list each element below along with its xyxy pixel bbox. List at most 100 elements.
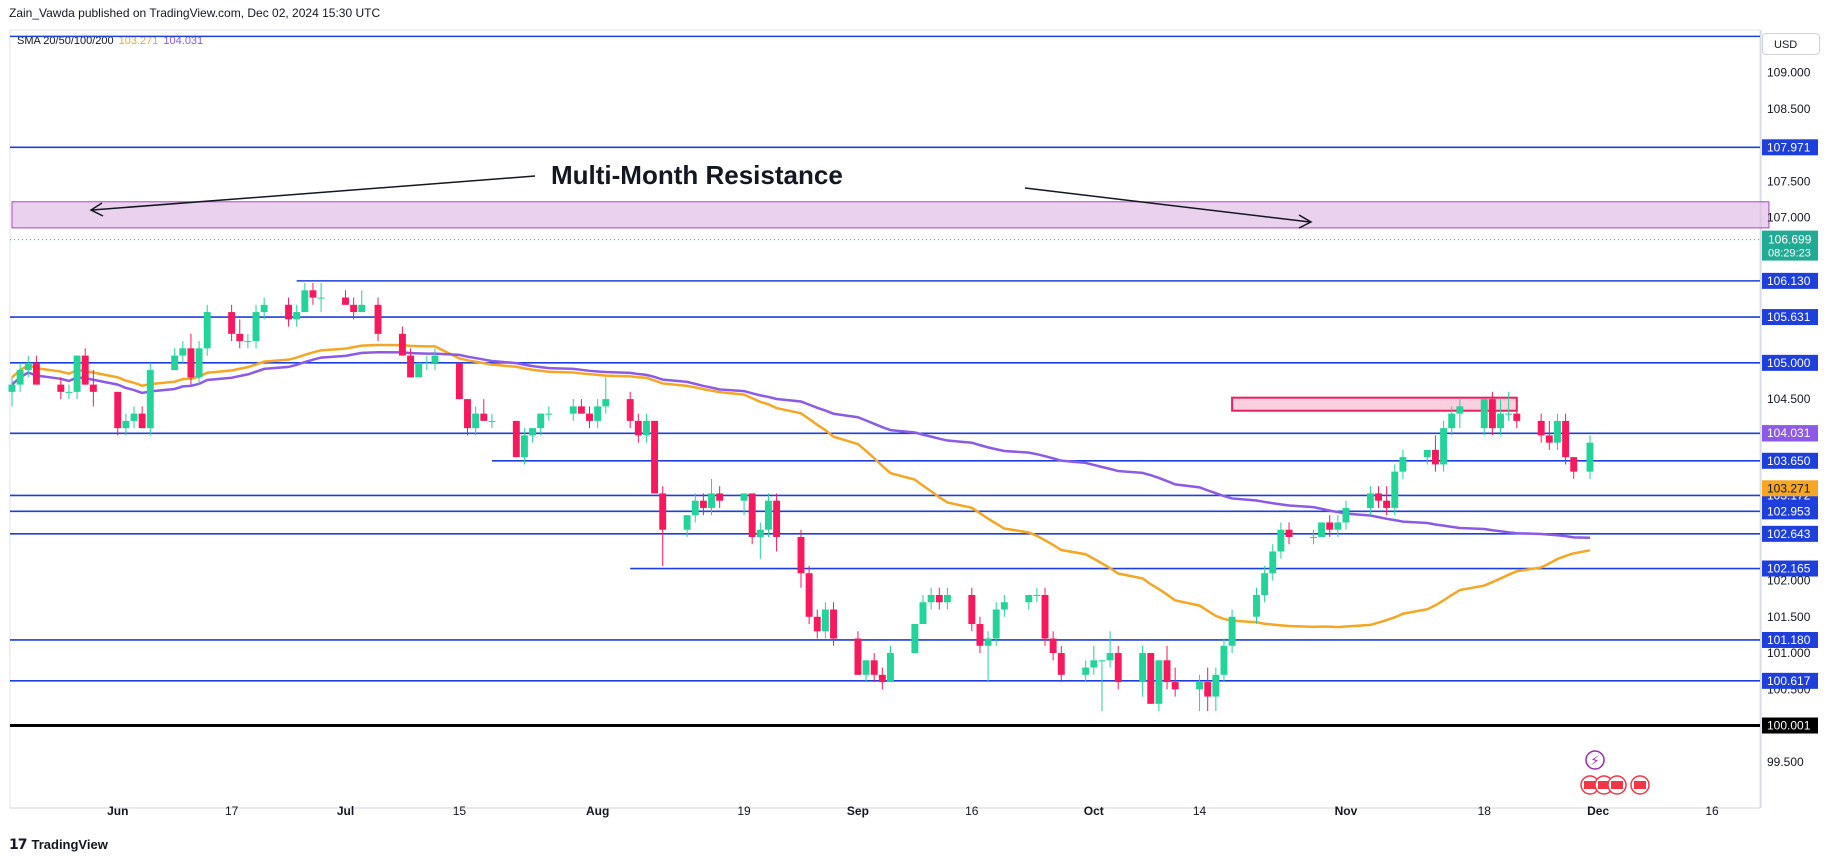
candle-body [984, 638, 992, 646]
candle-body [464, 399, 471, 429]
candle-body [854, 638, 862, 675]
candle-body [301, 290, 309, 313]
y-tick-label: 101.500 [1767, 610, 1811, 624]
candle-body [1375, 493, 1382, 501]
candle-body [1431, 449, 1439, 465]
candle-body [927, 595, 935, 603]
candle-body [1309, 536, 1317, 538]
candle-body [512, 420, 520, 458]
candle-body [138, 413, 146, 429]
candle-body [1423, 449, 1431, 458]
us-flag-stripes-icon [1584, 781, 1596, 789]
candle-body [1383, 500, 1391, 508]
x-tick-label: 16 [1705, 804, 1719, 818]
candle-body [1196, 682, 1204, 690]
candle-body [455, 362, 463, 400]
candle-body [187, 348, 195, 378]
x-tick-label: 16 [965, 804, 979, 818]
candle-body [634, 420, 642, 436]
candle-body [1155, 660, 1163, 704]
candle-body [1488, 399, 1496, 429]
y-tick-label: 104.500 [1767, 392, 1811, 406]
candle-body [1253, 595, 1260, 617]
candle-body [1220, 645, 1228, 675]
sma-legend: SMA 20/50/100/200 103.271 104.031 [17, 35, 208, 47]
candle-body [1391, 471, 1399, 508]
lightning-event-icon [1585, 750, 1605, 770]
y-tick-label: 102.000 [1767, 573, 1811, 587]
candle-body [870, 660, 878, 675]
candle-body [1366, 493, 1374, 508]
candle-body [8, 384, 16, 392]
y-tick-label: 101.000 [1767, 646, 1811, 660]
x-tick-label: Nov [1335, 804, 1358, 818]
candle-body [1318, 522, 1326, 537]
candle-body [943, 595, 951, 603]
candle-body [423, 362, 431, 364]
candle-body [1114, 653, 1122, 683]
candle-body [203, 312, 211, 349]
candle-body [1277, 529, 1285, 552]
candle-body [1480, 399, 1488, 429]
candle-body [1025, 595, 1033, 603]
us-flag-stripes-icon [1598, 781, 1610, 789]
candle-body [472, 413, 480, 429]
publisher-header: Zain_Vawda published on TradingView.com,… [9, 6, 381, 20]
level-label: 102.643 [1767, 527, 1811, 541]
annotation-arrowhead-left [89, 202, 104, 217]
candle-body [236, 333, 244, 342]
sma-purple-label: 104.031 [1767, 426, 1811, 440]
level-label: 106.130 [1767, 274, 1811, 288]
level-label: 105.631 [1767, 310, 1811, 324]
candle-body [577, 406, 585, 414]
countdown-label: 08:29:23 [1768, 248, 1811, 260]
candle-body [1228, 616, 1236, 646]
level-label: 101.180 [1767, 633, 1811, 647]
candle-body [179, 348, 187, 356]
currency-selector[interactable]: USD [1762, 33, 1820, 55]
x-tick-label: 19 [737, 804, 751, 818]
level-label-box [1762, 631, 1818, 648]
sma-orange-label-box [1762, 480, 1818, 497]
candle-body [130, 413, 138, 421]
candle-body [1033, 595, 1041, 596]
us-flag-stripes-icon [1611, 781, 1623, 789]
y-tick-label: 107.000 [1767, 211, 1811, 225]
candle-body [740, 493, 748, 501]
candle-body [32, 362, 40, 385]
candle-body [1334, 522, 1342, 530]
sma-value-1: 103.271 [118, 35, 159, 47]
sma-value-2: 104.031 [163, 35, 204, 47]
candle-body [252, 312, 260, 342]
tradingview-logo-icon: 𝟭𝟳 [9, 836, 28, 852]
sma-orange-line [11, 343, 1591, 629]
candle-body [537, 413, 545, 429]
candle-body [935, 595, 943, 603]
level-label-box [1762, 560, 1818, 577]
tradingview-brand[interactable]: 𝟭𝟳 TradingView [9, 836, 108, 853]
candle-body [1553, 420, 1561, 443]
candle-body [73, 355, 81, 392]
annotation-arrow-left [91, 175, 536, 211]
candle-body [16, 370, 24, 385]
level-label: 100.001 [1767, 719, 1811, 733]
sma-purple-label-box [1762, 425, 1818, 442]
candle-body [1090, 660, 1098, 668]
candle-body [626, 399, 634, 421]
candle-body [260, 304, 268, 313]
candle-body [293, 312, 301, 320]
candle-body [1326, 522, 1334, 530]
candle-body [1261, 573, 1269, 595]
candle-body [1399, 457, 1407, 472]
brand-name: TradingView [31, 837, 108, 852]
candle-body [309, 290, 317, 298]
last-price-box [1762, 230, 1818, 261]
candle-body [350, 304, 358, 313]
candle-body [683, 515, 691, 530]
candle-body [24, 362, 32, 371]
candle-body [586, 413, 593, 421]
candle-body [887, 653, 894, 683]
candle-body [1513, 413, 1521, 421]
candle-body [1456, 406, 1464, 414]
